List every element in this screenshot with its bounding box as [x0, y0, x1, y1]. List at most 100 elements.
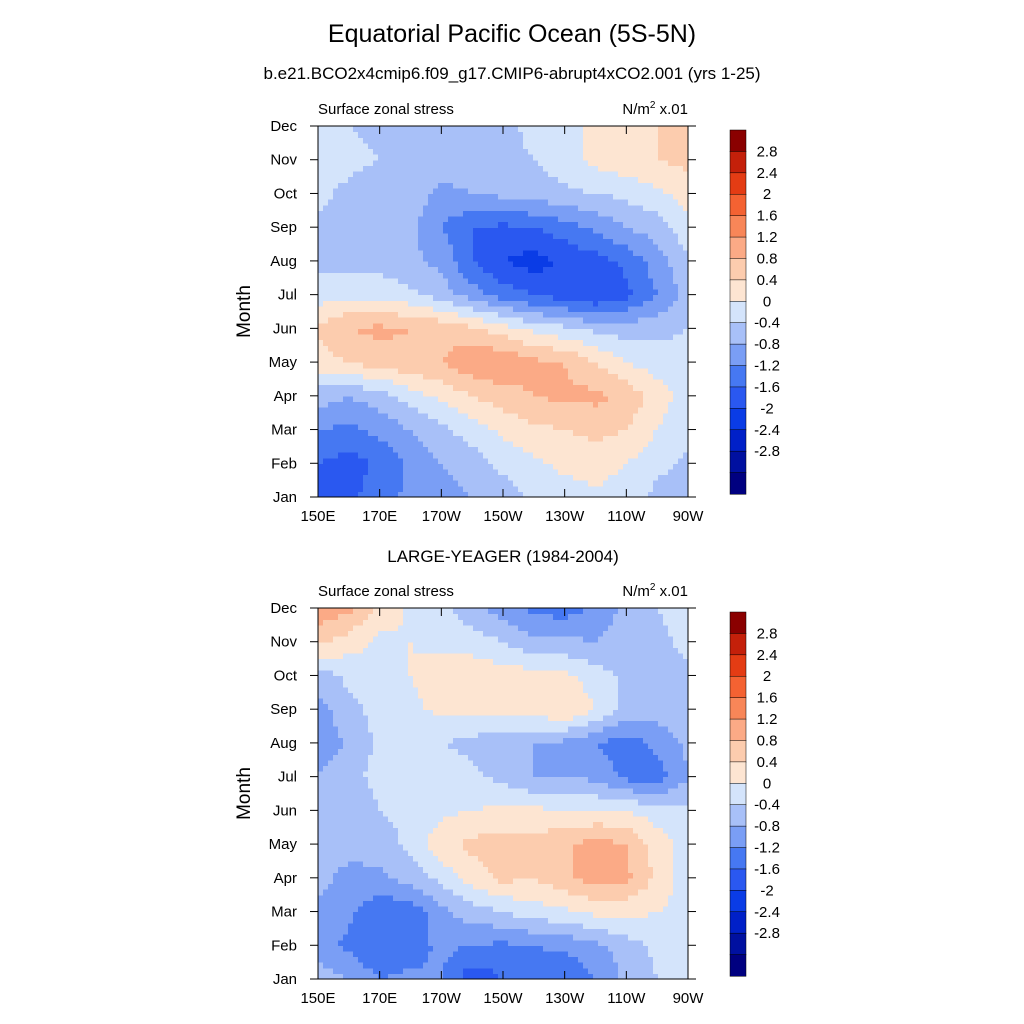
colorbar-label: 0.8 — [757, 250, 778, 267]
x-tick-label: 90W — [673, 990, 705, 1007]
colorbar-label: 2.4 — [757, 647, 778, 664]
x-tick-label: 130W — [545, 990, 585, 1007]
colorbar-label: 2.4 — [757, 165, 778, 182]
y-tick-label: Feb — [271, 937, 297, 954]
colorbar-swatch — [729, 633, 747, 656]
colorbar-label: 2.8 — [757, 143, 778, 160]
y-axis-title: Month — [234, 767, 255, 820]
colorbar-swatch — [729, 697, 747, 720]
case-subtitle: b.e21.BCO2x4cmip6.f09_g17.CMIP6-abrupt4x… — [263, 64, 761, 83]
y-tick-label: Apr — [274, 388, 297, 405]
y-tick-label: Mar — [271, 422, 297, 439]
colorbar-swatch — [729, 654, 747, 677]
colorbar-swatch — [729, 151, 747, 174]
colorbar-swatch — [729, 193, 747, 217]
y-tick-label: Jul — [278, 287, 297, 304]
colorbar-label: -2 — [760, 400, 773, 417]
y-tick-label: Dec — [270, 600, 297, 617]
colorbar-label: -1.6 — [754, 379, 780, 396]
reference-panel-title: LARGE-YEAGER (1984-2004) — [387, 547, 619, 566]
colorbar-label: 0 — [763, 775, 771, 792]
colorbar-label: -0.8 — [754, 818, 780, 835]
colorbar-label: 2 — [763, 186, 771, 203]
colorbar-swatch — [729, 890, 747, 913]
colorbar-swatch — [729, 804, 747, 827]
colorbar-swatch — [729, 429, 747, 452]
x-tick-label: 170W — [422, 990, 462, 1007]
y-tick-label: Oct — [274, 667, 298, 684]
x-tick-label: 130W — [545, 508, 585, 525]
colorbar-swatch — [729, 718, 747, 742]
colorbar: 2.8 2.4 2 1.6 1.2 0.8 0.4 0 -0.4 -0.8 -1.2 -1.6 -2 -2… — [729, 129, 780, 495]
colorbar-label: 1.6 — [757, 208, 778, 225]
x-tick-label: 170E — [362, 990, 397, 1007]
x-tick-label: 150E — [300, 990, 335, 1007]
y-tick-label: Dec — [270, 118, 297, 135]
y-tick-label: May — [269, 836, 298, 853]
colorbar-label: 0.8 — [757, 732, 778, 749]
y-tick-label: Jul — [278, 769, 297, 786]
colorbar-swatch — [729, 847, 747, 870]
x-tick-label: 170W — [422, 508, 462, 525]
y-tick-label: Feb — [271, 455, 297, 472]
colorbar-swatch — [729, 343, 747, 367]
colorbar-swatch — [729, 825, 747, 849]
y-tick-label: Aug — [270, 735, 297, 752]
y-tick-label: Aug — [270, 253, 297, 270]
colorbar-label: -2 — [760, 882, 773, 899]
colorbar-swatch — [729, 783, 747, 806]
colorbar-swatch — [729, 868, 747, 891]
colorbar-swatch — [729, 215, 747, 238]
colorbar-label: 0.4 — [757, 272, 778, 289]
contour-field — [318, 126, 689, 498]
colorbar-label: 0.4 — [757, 754, 778, 771]
colorbar-swatch — [729, 761, 747, 784]
y-tick-label: Sep — [270, 701, 297, 718]
colorbar-label: 2 — [763, 668, 771, 685]
colorbar-swatch — [729, 954, 747, 977]
colorbar-label: -1.2 — [754, 840, 780, 857]
colorbar-label: -0.4 — [754, 315, 780, 332]
x-tick-label: 150W — [483, 508, 523, 525]
x-tick-label: 150E — [300, 508, 335, 525]
colorbar-label: -2.4 — [754, 422, 780, 439]
x-tick-label: 170E — [362, 508, 397, 525]
colorbar-label: 0 — [763, 293, 771, 310]
y-tick-label: Nov — [270, 634, 297, 651]
y-axis-title: Month — [234, 285, 255, 338]
variable-label: Surface zonal stress — [318, 583, 454, 600]
contour-field — [318, 608, 689, 980]
colorbar-swatch — [729, 236, 747, 260]
colorbar-swatch — [729, 611, 747, 634]
units-label: N/m2 x.01 — [622, 582, 688, 600]
colorbar-label: -1.2 — [754, 358, 780, 375]
y-tick-label: Jan — [273, 971, 297, 988]
x-tick-label: 90W — [673, 508, 705, 525]
y-tick-label: Jun — [273, 320, 297, 337]
colorbar-label: 1.2 — [757, 711, 778, 728]
colorbar-swatch — [729, 911, 747, 934]
colorbar-swatch — [729, 932, 747, 956]
colorbar-swatch — [729, 450, 747, 474]
colorbar-swatch — [729, 386, 747, 409]
colorbar-swatch — [729, 740, 747, 763]
colorbar-swatch — [729, 172, 747, 195]
colorbar-label: -0.8 — [754, 336, 780, 353]
colorbar-swatch — [729, 301, 747, 324]
y-tick-label: Nov — [270, 152, 297, 169]
y-tick-label: Jan — [273, 489, 297, 506]
x-tick-label: 150W — [483, 990, 523, 1007]
y-tick-label: Jun — [273, 802, 297, 819]
main-title: Equatorial Pacific Ocean (5S-5N) — [327, 20, 697, 48]
colorbar-label: -2.8 — [754, 443, 780, 460]
y-tick-label: May — [269, 354, 298, 371]
y-tick-label: Apr — [274, 870, 297, 887]
colorbar-label: -1.6 — [754, 861, 780, 878]
y-tick-label: Oct — [274, 185, 298, 202]
units-label: N/m2 x.01 — [622, 100, 688, 118]
colorbar-swatch — [729, 258, 747, 281]
colorbar-swatch — [729, 472, 747, 495]
colorbar-swatch — [729, 322, 747, 345]
x-tick-label: 110W — [607, 990, 646, 1007]
